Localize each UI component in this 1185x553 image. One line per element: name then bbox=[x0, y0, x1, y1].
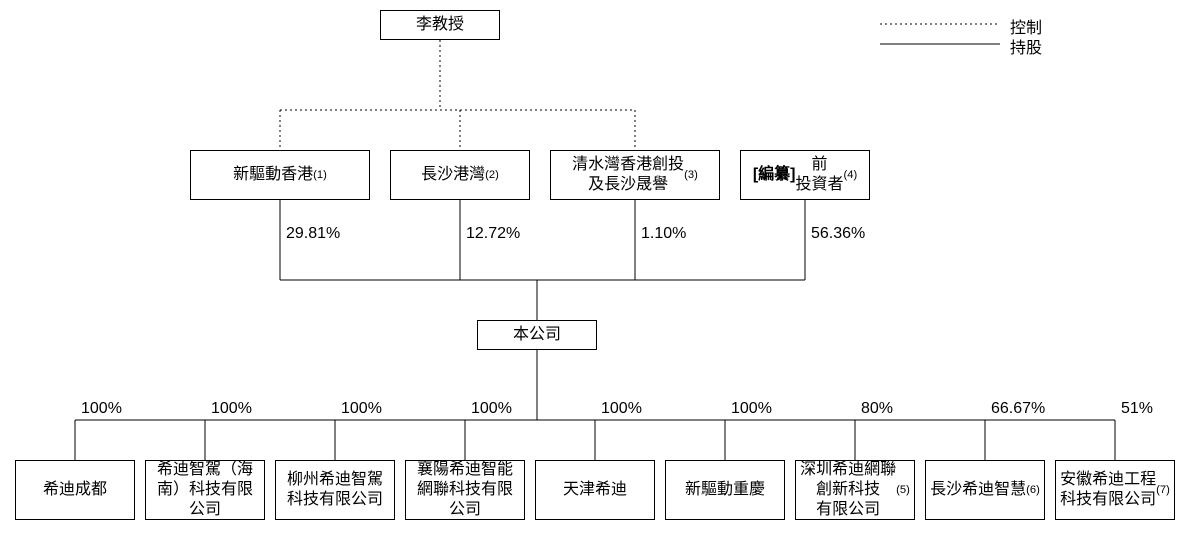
node-l2d: [編纂]前投資者(4) bbox=[740, 150, 870, 200]
pct-sub-s7: 80% bbox=[861, 400, 893, 418]
node-sub-s3: 柳州希迪智駕科技有限公司 bbox=[275, 460, 395, 520]
pct-l2-0: 29.81% bbox=[286, 225, 340, 243]
pct-sub-s8: 66.67% bbox=[991, 400, 1045, 418]
pct-l2-1: 12.72% bbox=[466, 225, 520, 243]
node-sub-s8: 長沙希迪智慧(6) bbox=[925, 460, 1045, 520]
pct-sub-s9: 51% bbox=[1121, 400, 1153, 418]
node-l2c: 清水灣香港創投及長沙晟譽(3) bbox=[550, 150, 720, 200]
pct-sub-s2: 100% bbox=[211, 400, 252, 418]
org-chart: 李教授新驅動香港(1) 長沙港灣(2) 清水灣香港創投及長沙晟譽(3) [編纂]前投資… bbox=[0, 0, 1185, 553]
node-l2b: 長沙港灣(2) bbox=[390, 150, 530, 200]
node-l2a: 新驅動香港(1) bbox=[190, 150, 370, 200]
pct-l2-2: 1.10% bbox=[641, 225, 686, 243]
node-sub-s1: 希迪成都 bbox=[15, 460, 135, 520]
node-company: 本公司 bbox=[477, 320, 597, 350]
node-sub-s9: 安徽希迪工程科技有限公司(7) bbox=[1055, 460, 1175, 520]
node-sub-s2: 希迪智駕（海南）科技有限公司 bbox=[145, 460, 265, 520]
legend-holding: 持股 bbox=[1010, 34, 1042, 58]
node-sub-s6: 新驅動重慶 bbox=[665, 460, 785, 520]
node-sub-s7: 深圳希迪網聯創新科技有限公司(5) bbox=[795, 460, 915, 520]
pct-sub-s5: 100% bbox=[601, 400, 642, 418]
node-sub-s4: 襄陽希迪智能網聯科技有限公司 bbox=[405, 460, 525, 520]
node-professor: 李教授 bbox=[380, 10, 500, 40]
pct-sub-s3: 100% bbox=[341, 400, 382, 418]
pct-sub-s6: 100% bbox=[731, 400, 772, 418]
pct-l2-3: 56.36% bbox=[811, 225, 865, 243]
pct-sub-s1: 100% bbox=[81, 400, 122, 418]
pct-sub-s4: 100% bbox=[471, 400, 512, 418]
node-sub-s5: 天津希迪 bbox=[535, 460, 655, 520]
